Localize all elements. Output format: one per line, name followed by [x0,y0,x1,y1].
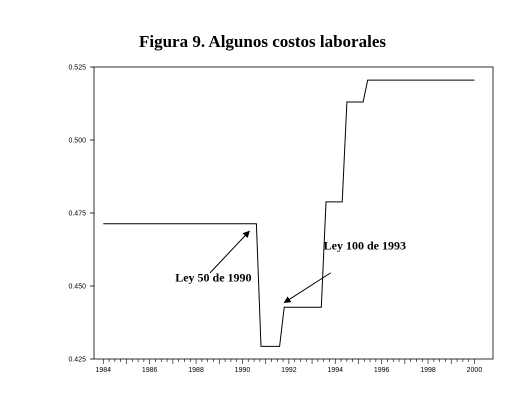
annotation-arrow [209,230,250,274]
annotation-label: Ley 50 de 1990 [175,271,251,285]
annotation-label: Ley 100 de 1993 [324,239,406,253]
x-tick-label: 1994 [327,367,343,374]
y-tick-label: 0.475 [68,211,86,218]
x-tick-label: 1984 [95,367,111,374]
x-tick-label: 1992 [281,367,297,374]
y-tick-label: 0.500 [68,138,86,145]
annotation-arrow [283,272,331,304]
y-tick-label: 0.450 [68,284,86,291]
x-tick-label: 1990 [235,367,251,374]
x-tick-label: 1998 [420,367,436,374]
x-tick-label: 1988 [188,367,204,374]
x-tick-label: 1996 [374,367,390,374]
x-tick-label: 2000 [467,367,483,374]
plot-frame [93,66,494,360]
y-tick-label: 0.425 [68,357,86,364]
y-tick-label: 0.525 [68,65,86,72]
series-line [103,79,475,347]
x-tick-label: 1986 [142,367,158,374]
chart-title: Figura 9. Algunos costos laborales [139,32,386,51]
